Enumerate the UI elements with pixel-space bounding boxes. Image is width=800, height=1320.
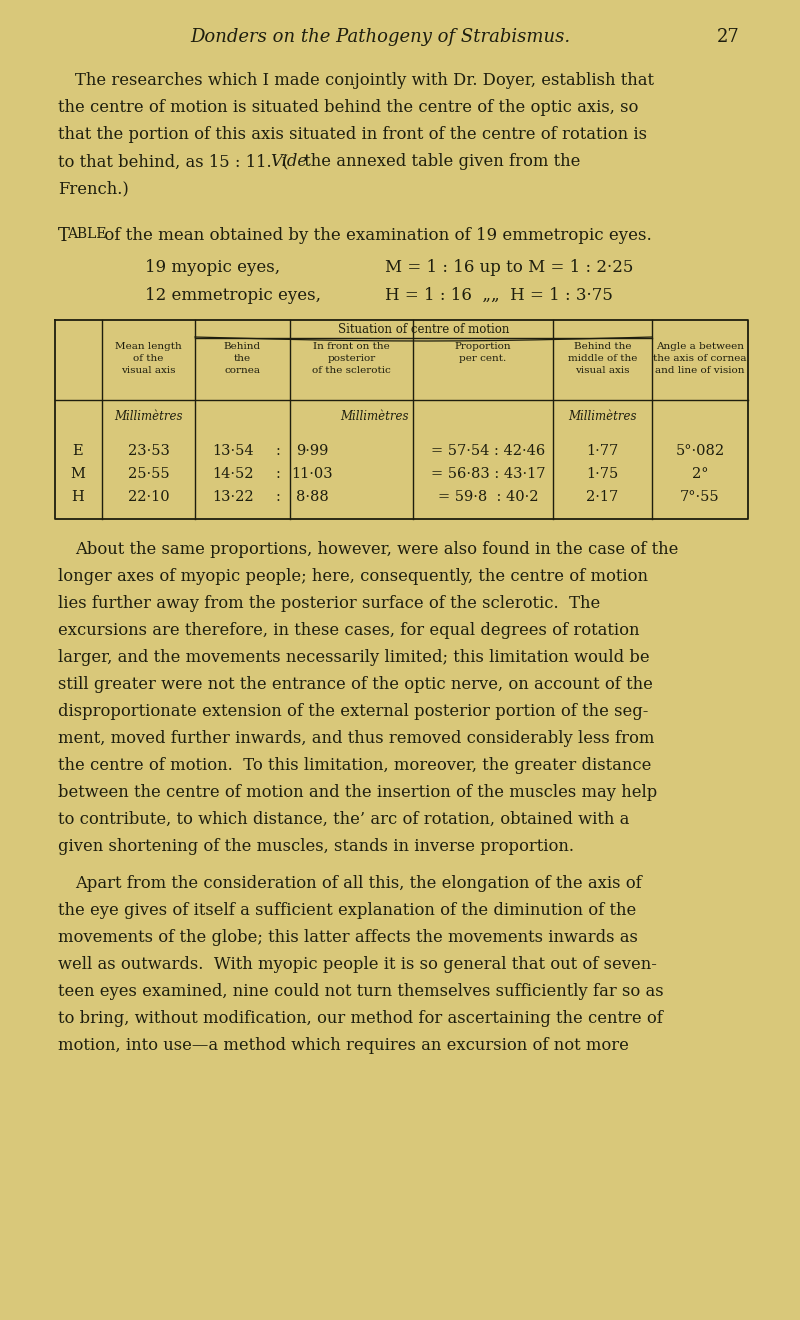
Text: Vide: Vide: [270, 153, 307, 170]
Text: teen eyes examined, nine could not turn themselves sufficiently far so as: teen eyes examined, nine could not turn …: [58, 983, 664, 1001]
Text: 5°·082: 5°·082: [675, 444, 725, 458]
Text: the eye gives of itself a sufficient explanation of the diminution of the: the eye gives of itself a sufficient exp…: [58, 902, 636, 919]
Text: :: :: [275, 467, 281, 480]
Text: 27: 27: [718, 28, 740, 46]
Text: 23·53: 23·53: [127, 444, 170, 458]
Text: movements of the globe; this latter affects the movements inwards as: movements of the globe; this latter affe…: [58, 929, 638, 946]
Text: Behind
the
cornea: Behind the cornea: [224, 342, 261, 375]
Text: E: E: [73, 444, 83, 458]
Text: 22·10: 22·10: [128, 490, 170, 504]
Text: Millimètres: Millimètres: [568, 411, 637, 422]
Text: 19 myopic eyes,: 19 myopic eyes,: [145, 259, 280, 276]
Text: longer axes of myopic people; here, consequently, the centre of motion: longer axes of myopic people; here, cons…: [58, 568, 648, 585]
Text: Donders on the Pathogeny of Strabismus.: Donders on the Pathogeny of Strabismus.: [190, 28, 570, 46]
Text: still greater were not the entrance of the optic nerve, on account of the: still greater were not the entrance of t…: [58, 676, 653, 693]
Text: well as outwards.  With myopic people it is so general that out of seven-: well as outwards. With myopic people it …: [58, 956, 657, 973]
Text: M = 1 : 16 up to M = 1 : 2·25: M = 1 : 16 up to M = 1 : 2·25: [385, 259, 634, 276]
Text: 13·54: 13·54: [212, 444, 254, 458]
Text: lies further away from the posterior surface of the sclerotic.  The: lies further away from the posterior sur…: [58, 595, 600, 612]
Text: = 56·83 : 43·17: = 56·83 : 43·17: [430, 467, 546, 480]
Text: disproportionate extension of the external posterior portion of the seg-: disproportionate extension of the extern…: [58, 704, 648, 719]
Text: the annexed table given from the: the annexed table given from the: [298, 153, 580, 170]
Text: Millimètres: Millimètres: [114, 411, 182, 422]
Text: 7°·55: 7°·55: [680, 490, 720, 504]
Text: 2°: 2°: [692, 467, 708, 480]
Text: ABLE: ABLE: [67, 227, 106, 242]
Text: T: T: [58, 227, 70, 246]
Text: 12 emmetropic eyes,: 12 emmetropic eyes,: [145, 286, 321, 304]
Text: the centre of motion.  To this limitation, moreover, the greater distance: the centre of motion. To this limitation…: [58, 756, 651, 774]
Text: French.): French.): [58, 180, 129, 197]
Text: Mean length
of the
visual axis: Mean length of the visual axis: [115, 342, 182, 375]
Text: between the centre of motion and the insertion of the muscles may help: between the centre of motion and the ins…: [58, 784, 658, 801]
Text: 1·77: 1·77: [586, 444, 618, 458]
Text: :: :: [275, 490, 281, 504]
Text: Behind the
middle of the
visual axis: Behind the middle of the visual axis: [568, 342, 637, 375]
Text: In front on the
posterior
of the sclerotic: In front on the posterior of the sclerot…: [312, 342, 391, 375]
Text: = 59·8  : 40·2: = 59·8 : 40·2: [438, 490, 538, 504]
Text: the centre of motion is situated behind the centre of the optic axis, so: the centre of motion is situated behind …: [58, 99, 638, 116]
Text: Millimètres: Millimètres: [340, 411, 408, 422]
Text: Proportion
per cent.: Proportion per cent.: [454, 342, 511, 363]
Text: Apart from the consideration of all this, the elongation of the axis of: Apart from the consideration of all this…: [75, 875, 642, 892]
Text: Situation of centre of motion: Situation of centre of motion: [338, 323, 509, 337]
Text: The researches which I made conjointly with Dr. Doyer, establish that: The researches which I made conjointly w…: [75, 73, 654, 88]
Text: larger, and the movements necessarily limited; this limitation would be: larger, and the movements necessarily li…: [58, 649, 650, 667]
Text: M: M: [70, 467, 86, 480]
Text: given shortening of the muscles, stands in inverse proportion.: given shortening of the muscles, stands …: [58, 838, 574, 855]
Text: 14·52: 14·52: [212, 467, 254, 480]
Text: = 57·54 : 42·46: = 57·54 : 42·46: [431, 444, 545, 458]
Text: that the portion of this axis situated in front of the centre of rotation is: that the portion of this axis situated i…: [58, 125, 647, 143]
Text: motion, into use—a method which requires an excursion of not more: motion, into use—a method which requires…: [58, 1038, 629, 1053]
Text: 2·17: 2·17: [586, 490, 618, 504]
Text: About the same proportions, however, were also found in the case of the: About the same proportions, however, wer…: [75, 541, 678, 558]
Text: Angle a between
the axis of cornea
and line of vision: Angle a between the axis of cornea and l…: [654, 342, 746, 375]
Text: :: :: [275, 444, 281, 458]
Text: of the mean obtained by the examination of 19 emmetropic eyes.: of the mean obtained by the examination …: [99, 227, 652, 244]
Text: to that behind, as 15 : 11.  (: to that behind, as 15 : 11. (: [58, 153, 289, 170]
Text: 9·99: 9·99: [296, 444, 328, 458]
Text: to bring, without modification, our method for ascertaining the centre of: to bring, without modification, our meth…: [58, 1010, 663, 1027]
Text: 13·22: 13·22: [212, 490, 254, 504]
Text: excursions are therefore, in these cases, for equal degrees of rotation: excursions are therefore, in these cases…: [58, 622, 639, 639]
Text: 8·88: 8·88: [296, 490, 328, 504]
Text: to contribute, to which distance, the’ arc of rotation, obtained with a: to contribute, to which distance, the’ a…: [58, 810, 630, 828]
Text: 25·55: 25·55: [128, 467, 170, 480]
Text: H: H: [72, 490, 84, 504]
Text: 11·03: 11·03: [291, 467, 333, 480]
Text: 1·75: 1·75: [586, 467, 618, 480]
Text: ment, moved further inwards, and thus removed considerably less from: ment, moved further inwards, and thus re…: [58, 730, 654, 747]
Text: H = 1 : 16  „„  H = 1 : 3·75: H = 1 : 16 „„ H = 1 : 3·75: [385, 286, 613, 304]
